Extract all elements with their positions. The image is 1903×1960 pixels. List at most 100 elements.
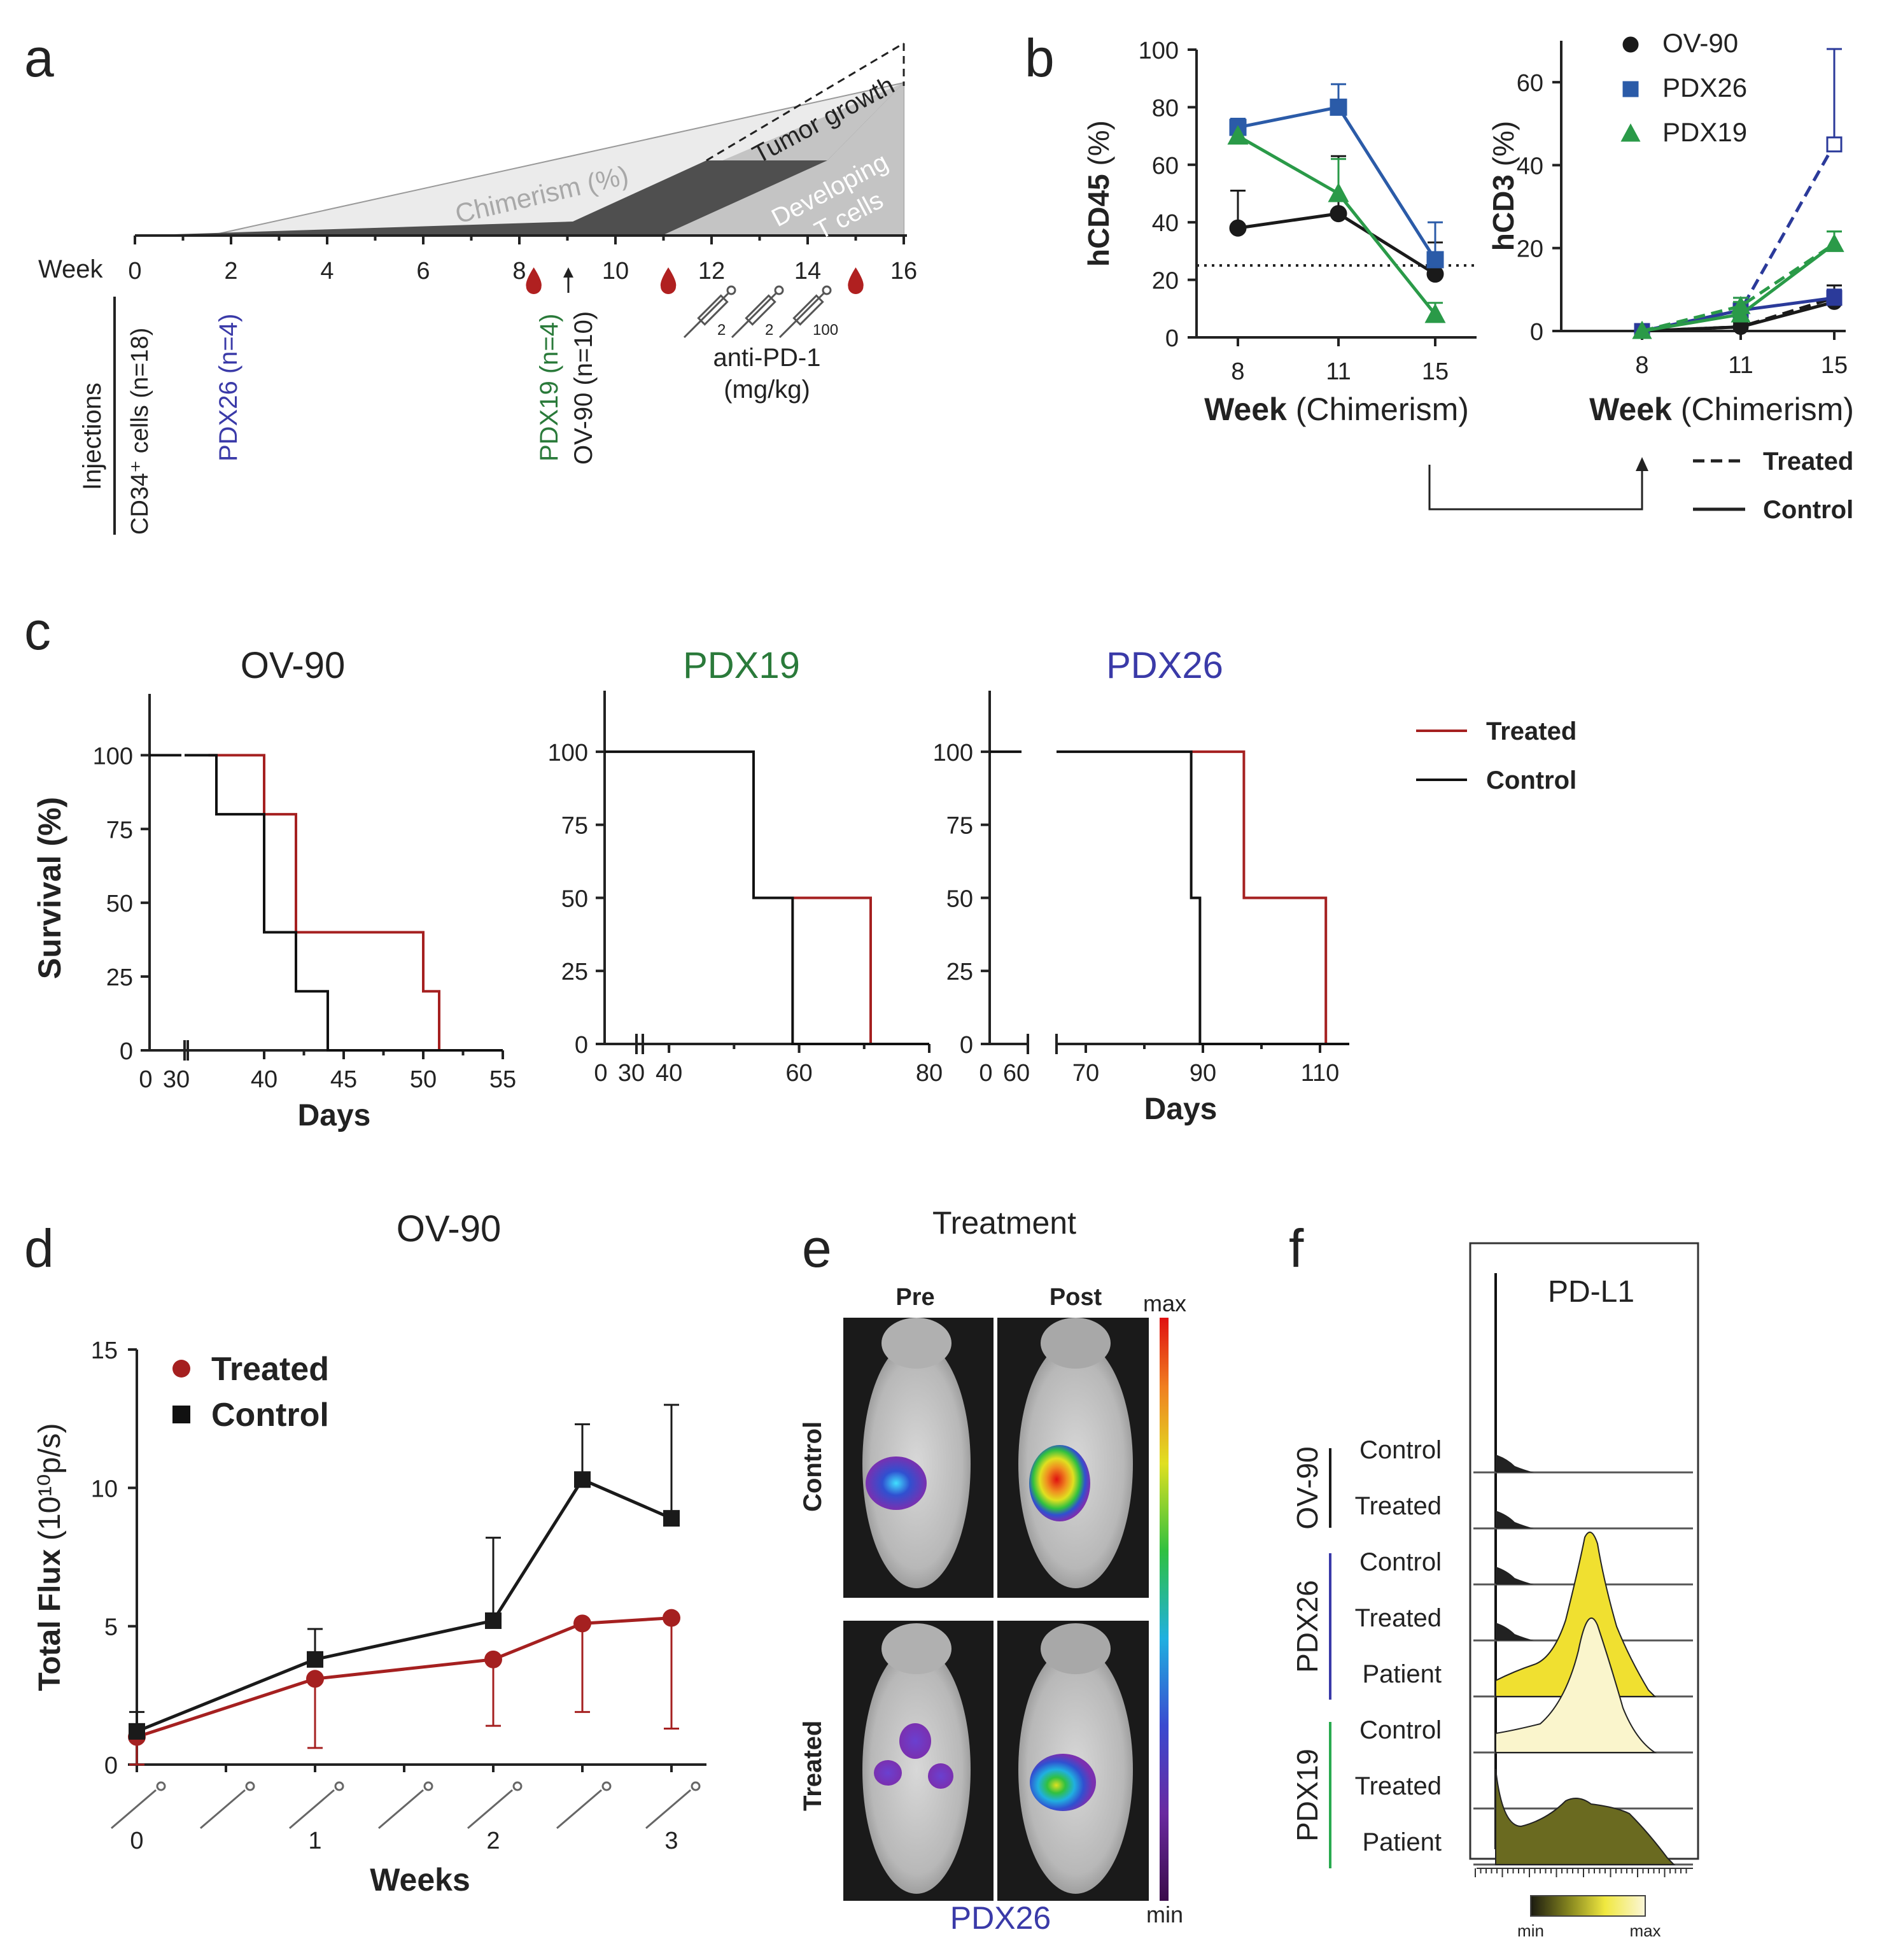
tumor-growth-region bbox=[135, 83, 904, 236]
syringe-plunger-icon bbox=[334, 1781, 344, 1791]
x-tick-label: 110 bbox=[1301, 1060, 1340, 1087]
data-point bbox=[306, 1670, 324, 1688]
y-tick-label: 100 bbox=[933, 740, 973, 766]
triangle-marker bbox=[1424, 303, 1446, 323]
syringe-icon bbox=[467, 1789, 513, 1830]
panel-letter-a: a bbox=[24, 28, 54, 88]
y-tick-label: 15 bbox=[91, 1337, 118, 1364]
syringe-plunger-icon bbox=[601, 1781, 612, 1791]
col-post: Post bbox=[1050, 1284, 1102, 1311]
syringe-plunger-icon bbox=[726, 285, 736, 295]
y-axis-label: Total Flux (10¹⁰p/s) bbox=[33, 1423, 67, 1691]
blood-draw-icons bbox=[526, 267, 864, 294]
injections-label: Injections bbox=[78, 383, 106, 490]
group-label: PDX19 bbox=[1291, 1749, 1324, 1842]
syringe-plunger-icon bbox=[691, 1781, 701, 1791]
data-point bbox=[484, 1650, 502, 1668]
week-tick-label: 16 bbox=[890, 258, 917, 285]
legend-control: Control bbox=[1486, 766, 1576, 794]
week-tick-label: 4 bbox=[320, 258, 334, 285]
panel-b-hcd45-chart: 0 20 40 60 80 100 8 11 15 hCD45 (%) Week (Chimeris… bbox=[1082, 38, 1477, 427]
y-tick-label: 60 bbox=[1517, 70, 1543, 97]
tumor-dashed-line bbox=[706, 42, 904, 162]
syringe-icon bbox=[289, 1789, 335, 1830]
survival-curve-treated bbox=[754, 896, 872, 1044]
data-point bbox=[573, 1614, 591, 1633]
data-point bbox=[663, 1609, 680, 1627]
triangle-marker bbox=[1632, 320, 1652, 339]
panel-f-histograms: PD-L1 Control Treated Control Treated Patient… bbox=[1291, 1242, 1699, 1940]
y-axis-label: hCD45 (%) bbox=[1082, 120, 1115, 267]
y-tick-label: 25 bbox=[946, 959, 973, 985]
panel-b-hcd3-chart: 0 20 40 60 8 11 15 hCD3 (%) Week (Chimerism) OV-9… bbox=[1487, 28, 1854, 524]
week-tick-label: 6 bbox=[416, 258, 430, 285]
y-tick-label: 0 bbox=[575, 1032, 588, 1059]
col-pre: Pre bbox=[895, 1284, 934, 1311]
model-label: PDX26 bbox=[950, 1900, 1051, 1936]
week-label: Week bbox=[38, 255, 104, 283]
blood-drop-icon bbox=[848, 267, 864, 294]
x-tick-label: 90 bbox=[1190, 1060, 1216, 1087]
y-tick-label: 50 bbox=[946, 885, 973, 912]
legend-control-marker bbox=[172, 1406, 190, 1423]
legend-treated-marker bbox=[172, 1360, 190, 1378]
mouse-head bbox=[881, 1318, 952, 1369]
week-tick-label: 2 bbox=[224, 258, 237, 285]
colormap-bar bbox=[1530, 1895, 1646, 1917]
x-axis-label: Days bbox=[1144, 1092, 1218, 1126]
x-tick-label: 11 bbox=[1728, 352, 1753, 379]
panel-a-timeline: Chimerism (%) Tumor growth Developing T … bbox=[38, 42, 917, 535]
x-tick-label: 1 bbox=[308, 1828, 321, 1854]
row-control: Control bbox=[799, 1421, 827, 1512]
y-axis-label: Survival (%) bbox=[32, 797, 67, 979]
syringe-icon bbox=[200, 1789, 246, 1830]
histogram-row-label: Control bbox=[1359, 1716, 1442, 1744]
data-point bbox=[129, 1723, 145, 1740]
b-flow-arrow bbox=[1428, 465, 1643, 511]
x-axis-label: Days bbox=[298, 1099, 371, 1132]
circle-marker bbox=[1622, 36, 1639, 53]
panel-letter-e: e bbox=[802, 1218, 832, 1278]
syringe-barrel-icon bbox=[792, 294, 824, 326]
scale-min: min bbox=[1146, 1901, 1183, 1928]
y-tick-label: 0 bbox=[104, 1752, 118, 1779]
y-tick-label: 80 bbox=[1152, 95, 1179, 122]
syringe-icon bbox=[111, 1789, 157, 1830]
x-tick-label: 15 bbox=[1422, 358, 1449, 385]
x-tick-label: 30 bbox=[618, 1060, 645, 1087]
ov90-injection-label: OV-90 (n=10) bbox=[570, 311, 598, 465]
x-axis-label: Week (Chimerism) bbox=[1204, 391, 1469, 427]
data-point bbox=[307, 1651, 323, 1668]
histogram-peak-dark bbox=[1496, 1511, 1534, 1528]
x-tick-label: 11 bbox=[1326, 358, 1351, 385]
survival-curve-treated bbox=[208, 754, 440, 1050]
anti-pd1-syringes: 2 2 100 bbox=[683, 285, 838, 339]
circle-marker bbox=[1229, 219, 1247, 237]
syringe-icon bbox=[645, 1789, 691, 1830]
histogram-peak-dark bbox=[1496, 1455, 1534, 1472]
blood-drop-icon bbox=[526, 267, 542, 294]
series-line-control bbox=[136, 1477, 672, 1733]
x-tick-label: 0 bbox=[130, 1828, 143, 1854]
signal-treated-post bbox=[1030, 1754, 1096, 1811]
triangle-marker bbox=[1824, 234, 1844, 252]
panel-letter-b: b bbox=[1025, 28, 1055, 88]
panel-letter-f: f bbox=[1289, 1218, 1304, 1278]
syringe-icon bbox=[731, 292, 778, 339]
syringe-barrel-icon bbox=[697, 294, 729, 326]
histogram-peak-dark bbox=[1496, 1567, 1534, 1584]
x-tick-label: 30 bbox=[163, 1066, 190, 1093]
dose-label: 2 bbox=[765, 321, 773, 339]
x-tick-label: 45 bbox=[330, 1066, 357, 1093]
survival-curve-control bbox=[636, 750, 929, 1045]
syringe-plunger-icon bbox=[423, 1781, 433, 1791]
y-tick-label: 75 bbox=[106, 817, 133, 843]
week-ticks: 0 2 4 6 8 10 12 14 16 bbox=[128, 236, 917, 285]
ov90-arrowhead bbox=[563, 267, 573, 278]
triangle-marker bbox=[1328, 182, 1349, 202]
histogram-peak-dark bbox=[1496, 1623, 1534, 1640]
treatment-title: Treatment bbox=[932, 1205, 1076, 1241]
survival-curve-control bbox=[185, 754, 503, 1052]
signal-control-post bbox=[1029, 1445, 1090, 1521]
mouse-head bbox=[1041, 1318, 1111, 1369]
